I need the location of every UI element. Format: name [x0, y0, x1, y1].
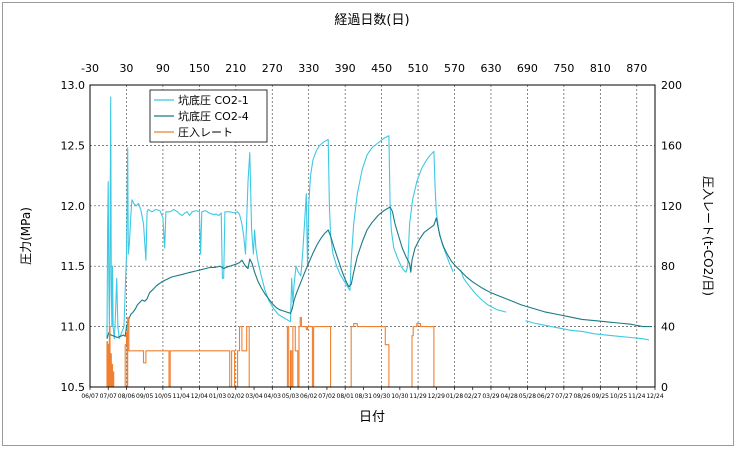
top-tick-label: 750 [553, 62, 574, 75]
top-tick-label: 330 [298, 62, 319, 75]
bottom-tick-label: 01/03 [209, 393, 226, 400]
bottom-tick-label: 03/29 [482, 393, 499, 400]
top-tick-label: 690 [517, 62, 538, 75]
bottom-tick-label: 10/25 [610, 393, 627, 400]
right-tick-label: 80 [661, 260, 675, 273]
legend: 坑底圧 CO2-1 坑底圧 CO2-4 圧入レート [149, 89, 268, 143]
bottom-tick-label: 06/27 [537, 393, 554, 400]
top-tick-label: 150 [189, 62, 210, 75]
bottom-axis-title: 日付 [359, 410, 385, 425]
bottom-tick-label: 07/27 [555, 393, 572, 400]
top-tick-label: 30 [119, 62, 133, 75]
top-tick-label: 210 [225, 62, 246, 75]
bottom-tick-label: 07/07 [100, 393, 117, 400]
series-line-co2-1 [460, 269, 507, 313]
bottom-tick-label: 07/02 [318, 393, 335, 400]
bottom-tick-label: 11/04 [172, 393, 189, 400]
top-tick-label: 570 [444, 62, 465, 75]
series-line-co2-1 [289, 135, 454, 322]
series-line-co2-4 [106, 206, 652, 339]
left-tick-label: 11.5 [61, 260, 86, 273]
top-axis-title: 経過日数(日) [334, 13, 409, 28]
top-tick-label: 90 [156, 62, 170, 75]
right-tick-label: 120 [661, 200, 682, 213]
right-tick-label: 40 [661, 321, 675, 334]
left-axis-title: 圧力(MPa) [19, 207, 33, 265]
bottom-tick-label: 12/04 [191, 393, 208, 400]
left-tick-label: 11.0 [61, 321, 86, 334]
bottom-tick-label: 01/28 [446, 393, 463, 400]
bottom-tick-label: 08/06 [118, 393, 135, 400]
bottom-tick-label: 05/28 [519, 393, 536, 400]
bottom-tick-label: 12/24 [646, 393, 663, 400]
top-tick-label: 450 [371, 62, 392, 75]
bottom-tick-label: 02/27 [464, 393, 481, 400]
bottom-tick-label: 05/03 [282, 393, 299, 400]
left-tick-label: 12.5 [61, 139, 86, 152]
left-tick-label: 10.5 [61, 381, 86, 394]
bottom-tick-label: 08/01 [337, 393, 354, 400]
top-tick-label: -30 [81, 62, 99, 75]
series-line-injection-rate [286, 316, 332, 388]
bottom-tick-label: 10/05 [154, 393, 171, 400]
bottom-tick-label: 09/25 [592, 393, 609, 400]
bottom-tick-label: 02/02 [227, 393, 244, 400]
legend-label-rate: 圧入レート [178, 126, 233, 139]
right-axis-title: 圧入レート(t-CO2/日) [701, 176, 715, 296]
bottom-tick-label: 08/31 [355, 393, 372, 400]
bottom-tick-label: 06/02 [300, 393, 317, 400]
bottom-tick-label: 08/26 [573, 393, 590, 400]
left-tick-label: 12.0 [61, 200, 86, 213]
bottom-tick-label: 04/28 [501, 393, 518, 400]
series-line-injection-rate [411, 323, 435, 387]
bottom-tick-label: 11/24 [628, 393, 645, 400]
top-tick-label: 810 [590, 62, 611, 75]
right-tick-label: 200 [661, 79, 682, 92]
bottom-tick-label: 04/03 [264, 393, 281, 400]
series-line-co2-1 [525, 320, 650, 341]
top-tick-label: 510 [408, 62, 429, 75]
series-line-co2-1 [106, 96, 291, 340]
bottom-tick-label: 11/29 [409, 393, 426, 400]
plot-border [89, 84, 656, 388]
bottom-tick-label: 03/04 [245, 393, 262, 400]
top-tick-label: 390 [335, 62, 356, 75]
legend-label-co2-4: 坑底圧 CO2-4 [178, 109, 249, 123]
axis-labels: -30 30 90 150 210 270 330 390 450 510 570 630 690 750… [61, 62, 683, 400]
left-tick-label: 13.0 [61, 79, 86, 92]
legend-label-co2-1: 坑底圧 CO2-1 [178, 93, 249, 107]
right-tick-label: 160 [661, 139, 682, 152]
bottom-tick-label: 09/30 [373, 393, 390, 400]
bottom-tick-label: 06/07 [81, 393, 98, 400]
right-tick-label: 0 [661, 381, 668, 394]
top-tick-label: 630 [480, 62, 501, 75]
bottom-tick-label: 12/29 [428, 393, 445, 400]
bottom-tick-label: 09/05 [136, 393, 153, 400]
bottom-tick-label: 10/30 [391, 393, 408, 400]
top-tick-label: 870 [626, 62, 647, 75]
series-line-injection-rate [350, 323, 390, 387]
top-tick-label: 270 [262, 62, 283, 75]
